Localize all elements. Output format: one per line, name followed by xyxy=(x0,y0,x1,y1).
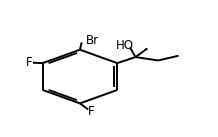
Text: F: F xyxy=(87,105,94,118)
Text: Br: Br xyxy=(85,35,99,48)
Text: F: F xyxy=(26,56,32,69)
Text: HO: HO xyxy=(116,39,134,52)
